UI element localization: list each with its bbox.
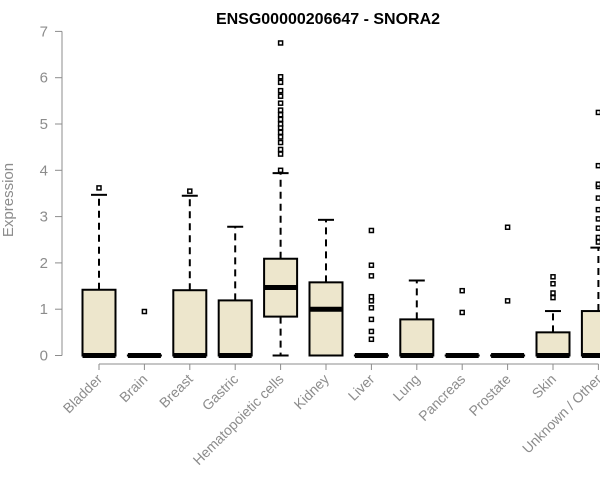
- outlier-point: [277, 121, 284, 127]
- outlier-point: [368, 262, 375, 268]
- outlier-point: [595, 109, 600, 116]
- outlier-point: [277, 167, 284, 174]
- y-tick-label: 6: [40, 70, 48, 87]
- iqr-box: [580, 310, 600, 357]
- iqr-box: [172, 289, 208, 357]
- outlier-point: [277, 111, 284, 118]
- outlier-point: [595, 216, 600, 222]
- chart-title: ENSG00000206647 - SNORA2: [216, 11, 440, 28]
- outlier-point: [277, 139, 284, 146]
- boxes-group: [81, 40, 600, 358]
- x-tick-label: Kidney: [291, 371, 333, 413]
- y-tick-label: 2: [40, 255, 48, 272]
- outlier-point: [595, 239, 600, 245]
- outlier-point: [368, 305, 375, 311]
- box-pancreas: [444, 287, 480, 358]
- outlier-point: [368, 293, 375, 300]
- outlier-point: [550, 280, 556, 287]
- x-tick-label: Liver: [345, 371, 378, 404]
- y-tick-label: 0: [40, 348, 48, 365]
- box-gastric: [217, 225, 253, 358]
- y-tick-label: 3: [40, 209, 48, 226]
- x-tick-label: Unknown / Other: [519, 371, 600, 457]
- outlier-point: [187, 188, 193, 194]
- box-brain: [126, 308, 162, 358]
- x-tick-label: Hematopoietic cells: [190, 371, 287, 468]
- outlier-point: [595, 195, 600, 201]
- outlier-point: [277, 129, 284, 136]
- outlier-point: [459, 309, 465, 316]
- box-kidney: [308, 218, 344, 357]
- outlier-point: [277, 87, 284, 94]
- outlier-point: [277, 93, 284, 99]
- outlier-point: [277, 74, 284, 80]
- outlier-point: [277, 79, 284, 86]
- iqr-box: [399, 318, 435, 357]
- x-tick-label: Bladder: [60, 371, 106, 417]
- box-breast: [172, 188, 208, 358]
- outlier-point: [368, 316, 375, 323]
- box-liver: [353, 227, 389, 358]
- box-bladder: [81, 185, 117, 358]
- outlier-point: [595, 234, 600, 241]
- outlier-point: [277, 40, 284, 46]
- outlier-point: [368, 336, 375, 343]
- outlier-point: [277, 107, 284, 113]
- outlier-point: [368, 273, 375, 279]
- iqr-box: [535, 331, 571, 357]
- x-tick-label: Prostate: [466, 371, 514, 419]
- iqr-box: [217, 299, 253, 357]
- y-axis-label: Expression: [0, 163, 17, 237]
- y-tick-label: 7: [40, 23, 48, 40]
- outlier-point: [459, 287, 465, 294]
- outlier-point: [277, 151, 284, 157]
- outlier-point: [368, 227, 375, 234]
- x-tick-label: Breast: [156, 371, 196, 411]
- outlier-point: [595, 181, 600, 187]
- outlier-point: [504, 298, 511, 304]
- outlier-point: [368, 298, 375, 304]
- y-axis: 0 1 2 3 4 5 6 7: [40, 23, 63, 365]
- box-skin: [535, 274, 571, 358]
- y-tick-label: 5: [40, 116, 48, 133]
- x-tick-label: Gastric: [199, 371, 242, 414]
- outlier-point: [595, 225, 600, 231]
- x-tick-label: Skin: [529, 371, 560, 402]
- outlier-point: [368, 328, 375, 335]
- outlier-point: [141, 308, 148, 315]
- x-tick-label: Lung: [390, 371, 423, 404]
- outlier-point: [595, 206, 600, 213]
- x-tick-label: Brain: [116, 371, 150, 405]
- box-unknown-other: [580, 109, 600, 358]
- outlier-point: [550, 294, 556, 301]
- box-lung: [399, 279, 435, 358]
- iqr-box: [308, 281, 344, 357]
- outlier-point: [550, 274, 556, 280]
- outlier-point: [277, 146, 284, 153]
- box-prostate: [490, 224, 526, 358]
- y-tick-label: 4: [40, 162, 48, 179]
- outlier-point: [96, 185, 102, 191]
- outlier-point: [277, 116, 284, 123]
- x-tick-label: Pancreas: [415, 371, 468, 424]
- y-tick-label: 1: [40, 301, 48, 318]
- iqr-box: [81, 288, 117, 357]
- box-hematopoietic-cells: [263, 40, 299, 357]
- outlier-point: [277, 100, 284, 106]
- outlier-point: [595, 162, 600, 169]
- outlier-point: [277, 134, 284, 140]
- outlier-point: [504, 224, 511, 230]
- outlier-point: [550, 290, 556, 296]
